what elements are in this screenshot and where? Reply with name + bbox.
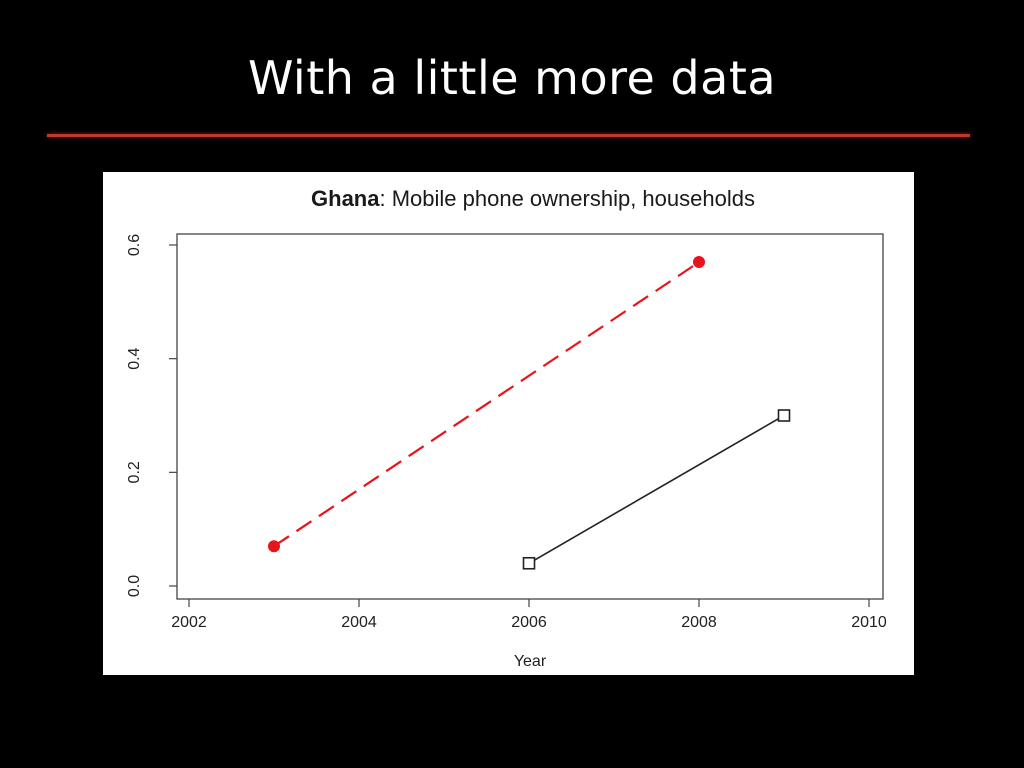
x-tick-label: 2002: [171, 614, 207, 631]
series-1-line: [273, 261, 700, 548]
series-1-point: [268, 540, 280, 553]
y-tick-label: 0.2: [126, 461, 143, 483]
x-tick-label: 2006: [511, 614, 547, 631]
series-2-line: [528, 414, 785, 564]
title-divider: [47, 134, 970, 137]
y-tick-label: 0.0: [126, 575, 143, 597]
y-tick-label: 0.6: [126, 234, 143, 256]
line-chart: Ghana: Mobile phone ownership, household…: [126, 186, 887, 670]
chart-title-bold: Ghana: [311, 186, 380, 211]
series-1-point: [693, 256, 705, 269]
x-tick-label: 2008: [681, 614, 717, 631]
series-2-point: [777, 409, 791, 422]
chart-panel: Ghana: Mobile phone ownership, household…: [103, 172, 914, 675]
axes: 2002 2004 2006 2008 2010 0.0 0.2 0.4 0.6: [126, 234, 887, 631]
plot-box: [176, 233, 884, 600]
chart-title: Ghana: Mobile phone ownership, household…: [311, 186, 755, 211]
series-2-point: [522, 556, 536, 570]
chart-title-rest: : Mobile phone ownership, households: [379, 186, 754, 211]
x-tick-label: 2004: [341, 614, 377, 631]
slide-title: With a little more data: [247, 51, 777, 105]
y-tick-label: 0.4: [126, 347, 143, 369]
x-tick-label: 2010: [851, 614, 887, 631]
x-axis-label: Year: [514, 653, 547, 670]
series-layer: [268, 256, 791, 570]
